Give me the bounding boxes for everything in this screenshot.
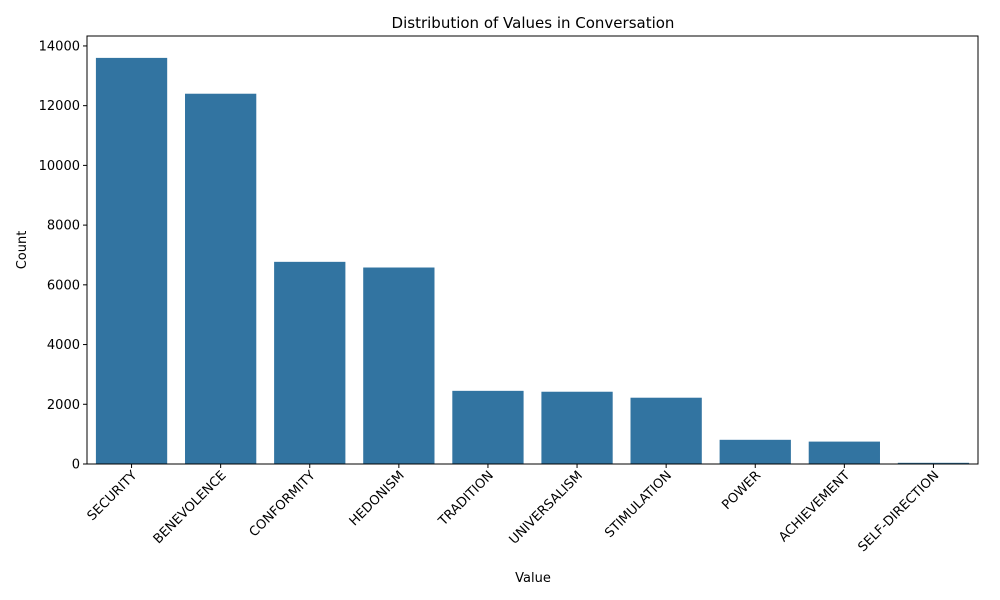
x-tick-label: UNIVERSALISM bbox=[507, 468, 586, 547]
y-tick-label: 6000 bbox=[47, 278, 80, 293]
chart-title: Distribution of Values in Conversation bbox=[392, 14, 675, 32]
x-tick-label: SECURITY bbox=[85, 468, 141, 524]
y-tick-label: 4000 bbox=[47, 338, 80, 353]
y-tick-label: 12000 bbox=[39, 99, 80, 114]
bar-security bbox=[95, 57, 168, 464]
x-tick-label: TRADITION bbox=[435, 468, 496, 529]
y-tick-label: 14000 bbox=[39, 39, 80, 54]
bars-layer bbox=[95, 57, 970, 464]
x-axis-label: Value bbox=[515, 571, 551, 586]
bar-benevolence bbox=[185, 93, 257, 464]
bar-stimulation bbox=[630, 397, 702, 464]
x-tick-label: BENEVOLENCE bbox=[151, 468, 230, 547]
x-tick-label: CONFORMITY bbox=[247, 468, 319, 540]
y-tick-label: 2000 bbox=[47, 398, 80, 413]
y-axis-label: Count bbox=[15, 231, 30, 270]
bar-hedonism bbox=[363, 267, 435, 464]
y-tick-label: 8000 bbox=[47, 219, 80, 234]
y-axis: 0 2000 4000 6000 8000 10000 12000 14000 bbox=[39, 39, 87, 473]
bar-achievement bbox=[808, 441, 880, 464]
bar-self-direction bbox=[897, 462, 970, 464]
plot-frame bbox=[86, 35, 979, 465]
x-tick-label: HEDONISM bbox=[347, 468, 408, 529]
x-tick-label: SELF-DIRECTION bbox=[855, 468, 942, 555]
x-axis: SECURITY BENEVOLENCE CONFORMITY HEDONISM TRA… bbox=[85, 464, 942, 555]
bar-tradition bbox=[452, 390, 524, 464]
bar-conformity bbox=[274, 261, 346, 464]
bar-universalism bbox=[541, 391, 613, 464]
bar-power bbox=[719, 439, 791, 464]
x-tick-label: POWER bbox=[719, 468, 764, 513]
y-tick-label: 0 bbox=[72, 458, 80, 473]
x-tick-label: STIMULATION bbox=[602, 468, 675, 541]
x-tick-label: ACHIEVEMENT bbox=[776, 468, 853, 545]
y-tick-label: 10000 bbox=[39, 159, 80, 174]
